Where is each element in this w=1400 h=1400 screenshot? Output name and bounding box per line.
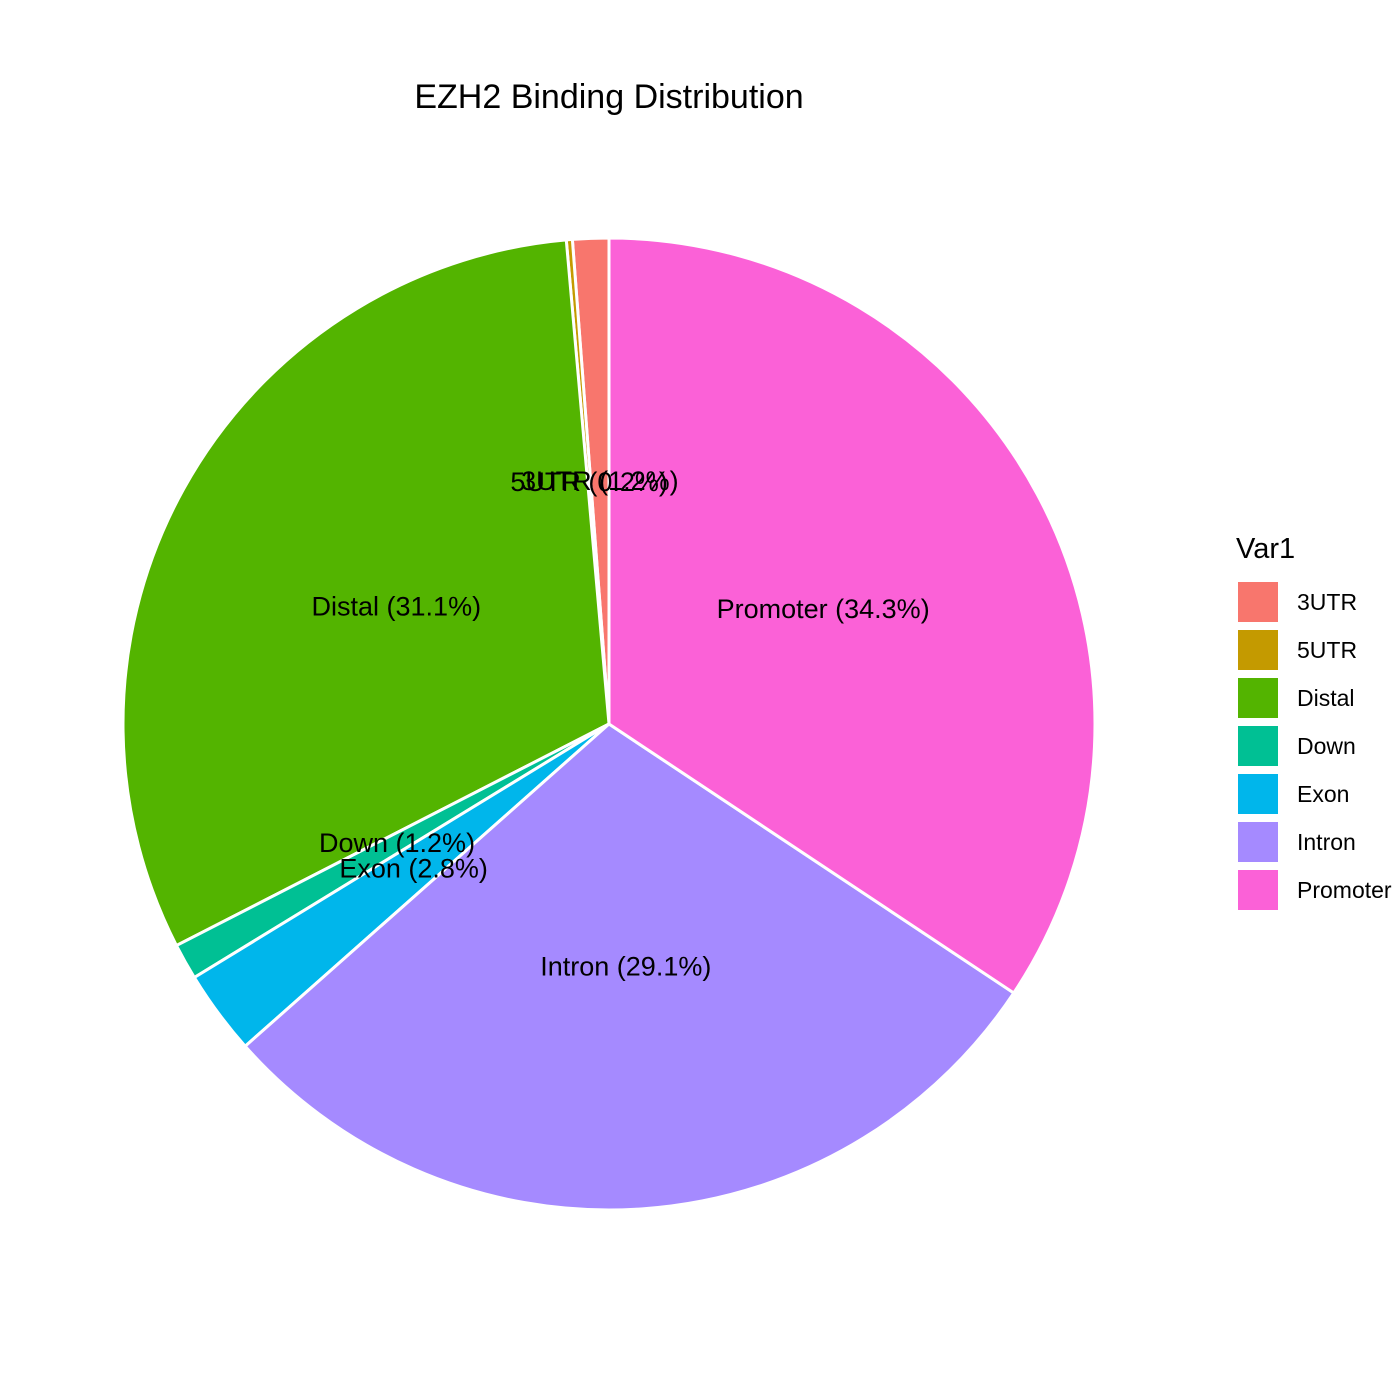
chart-title: EZH2 Binding Distribution [414,78,803,116]
legend-swatch-3utr [1238,582,1278,622]
legend-swatch-distal [1238,678,1278,718]
pie-slice-distal [121,238,611,948]
legend-swatch-intron [1238,822,1278,862]
slice-label-promoter: Promoter (34.3%) [717,594,930,624]
legend-swatch-exon [1238,774,1278,814]
slice-label-intron: Intron (29.1%) [540,951,711,981]
pie-slice-promoter [607,236,1097,996]
pie-slice-intron [243,722,1016,1212]
slice-label-distal: Distal (31.1%) [312,591,482,621]
legend-label-5utr: 5UTR [1297,637,1357,663]
legend-swatch-promoter [1238,870,1278,910]
slice-label-5utr: 5UTR (0.2%) [510,467,668,497]
legend-label-down: Down [1297,733,1356,759]
pie-slice-labels: 3UTR (1.2%)5UTR (0.2%) Distal (31.1%) Down… [312,466,930,981]
legend: Var1 3UTR 5UTR Distal Down Exon Intron Promote… [1236,533,1392,910]
legend-label-distal: Distal [1297,685,1355,711]
slice-label-exon: Exon (2.8%) [339,853,488,883]
legend-label-exon: Exon [1297,781,1349,807]
legend-label-intron: Intron [1297,829,1356,855]
legend-title: Var1 [1236,533,1295,565]
legend-items: 3UTR 5UTR Distal Down Exon Intron Promoter [1238,582,1392,910]
legend-swatch-5utr [1238,630,1278,670]
legend-swatch-down [1238,726,1278,766]
pie-slices [121,236,1097,1212]
legend-label-3utr: 3UTR [1297,589,1357,615]
legend-label-promoter: Promoter [1297,877,1392,903]
slice-label-down: Down (1.2%) [319,828,475,858]
slice-label-3utr: 3UTR (1.2%) [521,466,679,496]
